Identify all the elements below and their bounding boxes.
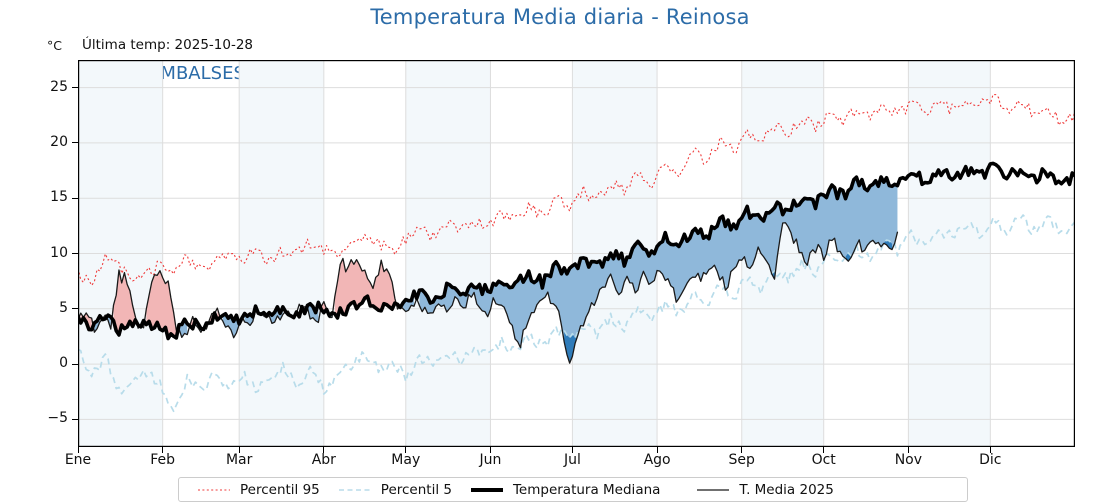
legend-item[interactable]: Percentil 95 [197, 482, 320, 498]
x-tick-label: Dic [979, 452, 1002, 468]
y-tick-mark [72, 418, 78, 420]
x-tick-label: Abr [311, 452, 336, 468]
y-tick-label: 0 [59, 355, 68, 372]
x-tick-mark [405, 447, 407, 453]
y-tick-mark [72, 197, 78, 199]
page-title: Temperatura Media diaria - Reinosa [370, 5, 750, 29]
temperatura-mediana-line [78, 161, 1075, 341]
percentil-95-line [78, 93, 1075, 286]
y-tick-label: −5 [47, 410, 68, 427]
chart-legend: Percentil 95 Percentil 5 Temperatura Media… [178, 477, 968, 502]
x-tick-mark [323, 447, 325, 453]
legend-line-sample [338, 488, 371, 491]
y-tick-mark [72, 308, 78, 310]
y-tick-label: 5 [59, 299, 68, 316]
plot-area [78, 60, 1075, 447]
y-tick-label: 20 [50, 133, 68, 150]
y-tick-label: 25 [50, 78, 68, 95]
x-tick-label: Jul [563, 452, 581, 468]
y-tick-label: 10 [50, 244, 68, 261]
y-tick-label: 15 [50, 189, 68, 206]
legend-label: T. Media 2025 [739, 481, 834, 498]
legend-line-sample [470, 487, 503, 492]
x-tick-mark [77, 447, 79, 453]
x-tick-mark [823, 447, 825, 453]
x-tick-label: Ene [64, 452, 92, 468]
y-axis-unit-label: °C [47, 38, 62, 53]
last-temp-label: Última temp: 2025-10-28 [82, 37, 254, 53]
x-tick-mark [907, 447, 909, 453]
x-tick-mark [741, 447, 743, 453]
x-tick-label: Jun [479, 452, 502, 468]
x-tick-label: Nov [894, 452, 923, 468]
legend-item[interactable]: T. Media 2025 [696, 481, 834, 498]
x-tick-label: Sep [728, 452, 755, 468]
x-tick-mark [238, 447, 240, 453]
x-tick-mark [162, 447, 164, 453]
x-tick-label: Oct [811, 452, 836, 468]
x-tick-mark [489, 447, 491, 453]
y-tick-mark [72, 253, 78, 254]
x-tick-label: May [391, 452, 421, 468]
legend-label: Percentil 95 [240, 481, 320, 498]
x-tick-mark [656, 447, 658, 453]
y-tick-mark [72, 142, 78, 144]
legend-line-sample [697, 488, 730, 491]
legend-item[interactable]: Percentil 5 [338, 482, 452, 498]
y-tick-mark [72, 87, 78, 89]
percentil-5-line [78, 214, 1075, 413]
plot-frame [78, 60, 1075, 447]
temperature-chart-svg [78, 60, 1075, 447]
legend-label: Temperatura Mediana [512, 481, 661, 498]
legend-label: Percentil 5 [380, 481, 452, 498]
x-tick-mark [989, 447, 991, 453]
x-tick-mark [571, 447, 573, 453]
legend-item[interactable]: Temperatura Mediana [470, 482, 660, 498]
x-tick-label: Ago [643, 452, 671, 468]
y-tick-mark [72, 363, 78, 365]
x-tick-label: Feb [150, 452, 176, 468]
x-tick-label: Mar [225, 452, 253, 468]
legend-line-sample [198, 489, 230, 490]
